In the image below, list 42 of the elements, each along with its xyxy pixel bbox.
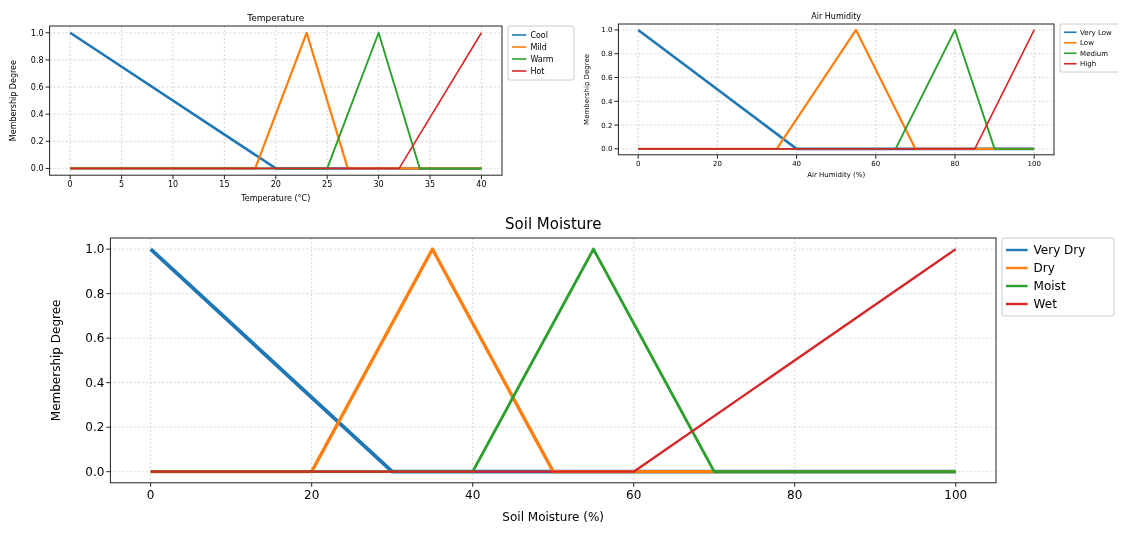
x-tick-label: 80 <box>787 487 803 502</box>
legend-label: Warm <box>530 54 554 64</box>
y-tick-label: 0.4 <box>30 109 44 119</box>
x-tick-label: 30 <box>373 180 384 190</box>
x-tick-label: 15 <box>219 180 230 190</box>
x-tick-label: 25 <box>322 180 333 190</box>
x-tick-label: 60 <box>626 487 642 502</box>
y-tick-label: 0.0 <box>30 164 44 174</box>
legend-label: Dry <box>1033 261 1055 276</box>
y-axis-title: Membership Degree <box>9 59 18 142</box>
legend-label: Cool <box>530 30 549 40</box>
x-tick-label: 0 <box>67 180 73 190</box>
x-tick-label: 40 <box>476 180 487 190</box>
y-tick-label: 0.8 <box>85 286 105 301</box>
y-tick-label: 0.0 <box>85 464 105 479</box>
y-tick-label: 1.0 <box>30 28 44 38</box>
legend-label: Very Dry <box>1033 243 1086 258</box>
y-axis-title: Membership Degree <box>49 299 63 422</box>
y-tick-label: 0.4 <box>85 375 105 390</box>
y-tick-label: 1.0 <box>85 242 105 257</box>
legend-label: Wet <box>1033 297 1058 312</box>
x-axis-title: Soil Moisture (%) <box>502 510 605 525</box>
y-tick-label: 0.2 <box>85 420 105 435</box>
chart-title: Air Humidity <box>811 12 862 22</box>
x-tick-label: 35 <box>424 180 436 190</box>
x-tick-label: 10 <box>167 180 179 190</box>
x-tick-label: 0 <box>146 487 155 502</box>
x-tick-label: 20 <box>304 487 320 502</box>
y-tick-label: 0.2 <box>30 137 44 147</box>
x-axis-title: Temperature (°C) <box>240 193 311 203</box>
x-tick-label: 5 <box>119 180 125 190</box>
chart-title: Temperature <box>246 12 305 23</box>
y-tick-label: 0.6 <box>85 331 105 346</box>
y-tick-label: 0.8 <box>30 55 44 65</box>
y-tick-label: 0.6 <box>30 82 44 92</box>
chart-title: Soil Moisture <box>505 215 602 233</box>
legend-label: Hot <box>530 66 545 76</box>
x-tick-label: 40 <box>465 487 481 502</box>
x-tick-label: 20 <box>270 180 281 190</box>
legend-label: Moist <box>1033 279 1066 294</box>
legend-label: Mild <box>530 42 547 52</box>
x-tick-label: 100 <box>944 487 968 502</box>
